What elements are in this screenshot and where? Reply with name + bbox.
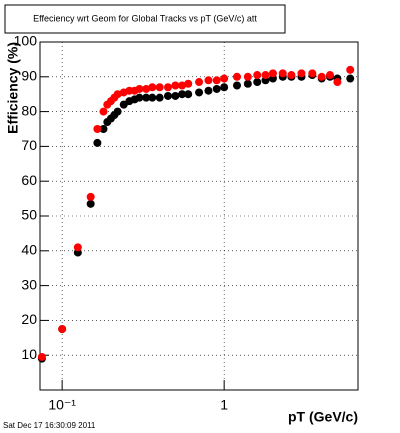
data-point <box>142 84 151 93</box>
data-point <box>243 79 252 88</box>
data-point <box>163 83 172 92</box>
data-point <box>58 325 67 334</box>
data-point <box>99 125 108 133</box>
data-point <box>212 84 221 93</box>
data-point <box>113 90 122 99</box>
data-point <box>135 84 144 93</box>
data-point <box>171 91 180 100</box>
data-point <box>325 71 334 80</box>
title-box <box>4 4 286 34</box>
data-point <box>142 93 151 102</box>
y-tick-label: 100 <box>14 33 38 49</box>
data-point <box>204 86 213 95</box>
data-point <box>243 72 252 81</box>
y-tick-label: 60 <box>21 172 37 188</box>
data-point <box>268 69 277 78</box>
data-point <box>99 107 108 116</box>
data-point <box>317 72 326 81</box>
data-point <box>163 91 172 100</box>
data-point <box>155 93 164 102</box>
data-point <box>278 69 287 78</box>
data-point <box>261 71 270 80</box>
y-tick-label: 90 <box>21 68 37 84</box>
y-tick-label: 30 <box>21 276 37 292</box>
data-point <box>195 88 204 97</box>
x-axis-title: pT (GeV/c) <box>288 409 358 425</box>
data-point <box>155 83 164 92</box>
data-point <box>93 125 102 133</box>
footer: Sat Dec 17 16:30:09 2011 <box>3 421 96 430</box>
y-tick-label: 70 <box>21 137 37 153</box>
data-point <box>253 71 262 80</box>
data-point <box>287 71 296 80</box>
x-tick-label: 10⁻¹ <box>48 397 76 413</box>
data-point <box>93 138 102 147</box>
data-point <box>184 79 193 88</box>
data-point <box>297 69 306 78</box>
data-point <box>184 90 193 99</box>
data-point <box>148 93 157 102</box>
data-point <box>113 107 122 116</box>
data-point <box>220 74 229 83</box>
data-point <box>308 69 317 78</box>
chart-title: Effeciency wrt Geom for Global Tracks vs… <box>33 13 257 23</box>
data-point <box>333 78 342 87</box>
data-point <box>37 352 46 361</box>
data-point <box>204 76 213 85</box>
x-tick-label: 1 <box>220 397 228 413</box>
y-axis-title: Efficiency (%) <box>5 42 21 134</box>
data-point <box>178 90 187 99</box>
data-point <box>346 74 355 83</box>
data-point <box>253 78 262 87</box>
data-point <box>86 199 95 208</box>
data-point <box>212 76 221 85</box>
data-point <box>86 192 95 201</box>
data-point <box>195 78 204 87</box>
data-point <box>178 81 187 90</box>
data-point <box>346 65 355 74</box>
y-tick-label: 40 <box>21 242 37 258</box>
data-point <box>232 81 241 90</box>
data-point <box>148 83 157 92</box>
data-point <box>135 93 144 102</box>
y-tick-label: 20 <box>21 311 37 327</box>
y-tick-label: 50 <box>21 207 37 223</box>
y-tick-label: 10 <box>21 346 37 362</box>
data-point <box>73 243 82 252</box>
y-tick-label: 80 <box>21 102 37 118</box>
data-point <box>220 83 229 92</box>
data-point <box>171 81 180 90</box>
data-point <box>232 72 241 81</box>
